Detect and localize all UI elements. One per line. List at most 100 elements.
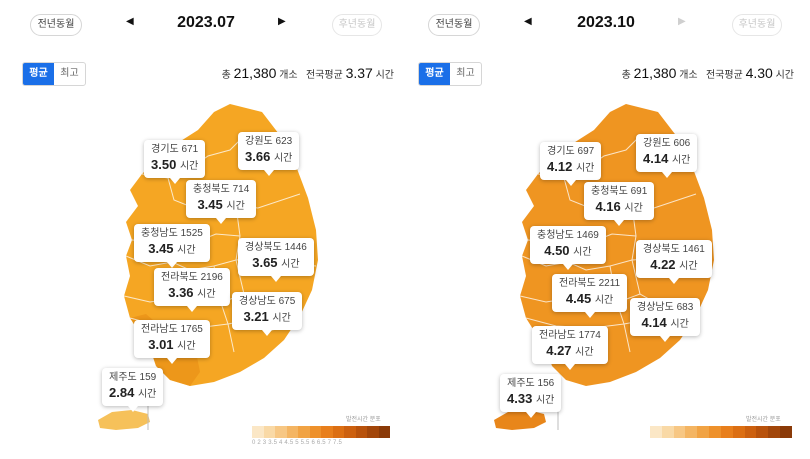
- region-callout-gyeongnam[interactable]: 경상남도 683 4.14 시간: [630, 298, 701, 342]
- jeju-island-shape[interactable]: [494, 410, 546, 430]
- region-value: 3.01: [148, 337, 174, 352]
- region-callout-gyeonggi[interactable]: 경기도 697 4.12 시간: [540, 142, 602, 186]
- next-month-arrow-icon[interactable]: ▶: [278, 16, 286, 27]
- region-value: 4.14: [641, 315, 667, 330]
- region-unit: 시간: [594, 295, 614, 306]
- region-unit: 시간: [575, 163, 595, 174]
- legend-swatch: [367, 426, 379, 438]
- legend-swatch: [744, 426, 757, 438]
- prev-month-arrow-icon[interactable]: ◀: [126, 16, 134, 27]
- period-nav: 전년동월 ◀ 2023.10 ▶ 후년동월: [400, 12, 800, 40]
- region-callout-gangwon[interactable]: 강원도 606 4.14 시간: [636, 134, 698, 178]
- tab-average[interactable]: 평균: [419, 63, 450, 85]
- region-callout-chungbuk[interactable]: 충청북도 691 4.16 시간: [584, 182, 655, 226]
- legend-swatch: [732, 426, 745, 438]
- region-unit: 시간: [670, 319, 689, 330]
- avg-label: 전국평균: [305, 70, 343, 81]
- legend-swatch: [252, 426, 264, 438]
- tab-average[interactable]: 평균: [23, 63, 54, 85]
- legend-swatch: [298, 426, 310, 438]
- region-callout-gyeongbuk[interactable]: 경상북도 1446 3.65 시간: [238, 238, 314, 282]
- avg-label: 전국평균: [705, 70, 743, 81]
- prev-year-button[interactable]: 전년동월: [428, 14, 480, 36]
- stat-toggle: 평균 최고: [22, 62, 86, 86]
- prev-year-button[interactable]: 전년동월: [30, 14, 82, 36]
- total-unit: 개소: [679, 70, 698, 81]
- region-value: 3.36: [168, 285, 194, 300]
- region-value: 4.12: [547, 159, 573, 174]
- total-value: 21,380: [633, 65, 677, 81]
- region-callout-chungnam[interactable]: 충청남도 1525 3.45 시간: [134, 224, 210, 268]
- region-callout-chungbuk[interactable]: 충청북도 714 3.45 시간: [186, 180, 257, 224]
- legend-swatch: [286, 426, 298, 438]
- region-value: 4.14: [643, 151, 669, 166]
- region-unit: 시간: [179, 161, 199, 172]
- stat-toggle: 평균 최고: [418, 62, 482, 86]
- legend-title: 발전시간 분포: [346, 417, 381, 423]
- region-callout-chungnam[interactable]: 충청남도 1469 4.50 시간: [530, 226, 606, 270]
- legend-swatch: [263, 426, 275, 438]
- next-year-button[interactable]: 후년동월: [732, 14, 782, 36]
- region-callout-jeonnam[interactable]: 전라남도 1765 3.01 시간: [134, 320, 210, 364]
- region-unit: 시간: [197, 289, 216, 300]
- region-unit: 시간: [177, 341, 196, 352]
- region-value: 4.16: [595, 199, 621, 214]
- region-value: 4.45: [565, 291, 592, 306]
- next-year-button[interactable]: 후년동월: [332, 14, 382, 36]
- legend-swatch: [780, 426, 792, 438]
- tab-max[interactable]: 최고: [60, 68, 79, 79]
- legend-title: 발전시간 분포: [746, 417, 781, 423]
- region-name: 경상남도 675: [239, 296, 296, 307]
- region-unit: 시간: [272, 313, 291, 324]
- tab-max[interactable]: 최고: [456, 68, 475, 79]
- region-name: 전라북도 2196: [161, 272, 223, 283]
- region-unit: 시간: [535, 395, 555, 406]
- region-value: 3.45: [197, 197, 223, 212]
- region-name: 경기도 697: [547, 146, 595, 157]
- next-month-arrow-icon[interactable]: ▶: [678, 16, 686, 27]
- region-name: 경상북도 1461: [643, 244, 705, 255]
- region-value: 3.45: [148, 241, 174, 256]
- region-callout-gyeongbuk[interactable]: 경상북도 1461 4.22 시간: [636, 240, 712, 284]
- region-value: 4.27: [546, 343, 572, 358]
- region-name: 충청북도 691: [591, 186, 648, 197]
- region-name: 강원도 623: [245, 136, 293, 147]
- region-callout-jeonnam[interactable]: 전라남도 1774 4.27 시간: [532, 326, 608, 370]
- region-unit: 시간: [226, 201, 245, 212]
- total-prefix: 총: [621, 70, 631, 81]
- legend-swatch: [309, 426, 321, 438]
- region-callout-jeju[interactable]: 제주도 159 2.84 시간: [102, 368, 164, 412]
- region-callout-jeonbuk[interactable]: 전라북도 2196 3.36 시간: [154, 268, 230, 312]
- region-name: 전라남도 1765: [141, 324, 203, 335]
- jeju-island-shape[interactable]: [98, 410, 150, 430]
- prev-month-arrow-icon[interactable]: ◀: [524, 16, 532, 27]
- region-name: 전라남도 1774: [539, 330, 601, 341]
- legend-swatch: [344, 426, 356, 438]
- avg-value: 4.30: [745, 65, 773, 81]
- legend-swatch: [355, 426, 367, 438]
- legend-swatch: [378, 426, 390, 438]
- total-unit: 개소: [279, 70, 298, 81]
- panel-2023-10: 전년동월 ◀ 2023.10 ▶ 후년동월 평균 최고 총 21,380 개소 …: [400, 0, 800, 459]
- region-value: 4.22: [650, 257, 676, 272]
- period-label: 2023.07: [177, 14, 235, 31]
- region-callout-jeju[interactable]: 제주도 156 4.33 시간: [500, 374, 562, 418]
- period-label: 2023.10: [577, 14, 635, 31]
- region-value: 3.21: [243, 309, 269, 324]
- region-value: 3.50: [151, 157, 177, 172]
- region-callout-gangwon[interactable]: 강원도 623 3.66 시간: [238, 132, 300, 176]
- region-value: 2.84: [109, 385, 135, 400]
- region-unit: 시간: [137, 389, 157, 400]
- region-unit: 시간: [671, 155, 691, 166]
- region-callout-gyeongnam[interactable]: 경상남도 675 3.21 시간: [232, 292, 303, 336]
- region-name: 경상남도 683: [637, 302, 694, 313]
- legend-swatch: [650, 426, 662, 438]
- region-name: 충청남도 1469: [537, 230, 599, 241]
- region-name: 제주도 156: [507, 378, 555, 389]
- region-name: 전라북도 2211: [559, 278, 621, 289]
- legend-swatch: [720, 426, 733, 438]
- legend-swatch: [697, 426, 710, 438]
- region-callout-gyeonggi[interactable]: 경기도 671 3.50 시간: [144, 140, 206, 184]
- region-callout-jeonbuk[interactable]: 전라북도 2211 4.45 시간: [552, 274, 628, 318]
- summary-stats: 총 21,380 개소 전국평균 3.37 시간: [222, 65, 394, 81]
